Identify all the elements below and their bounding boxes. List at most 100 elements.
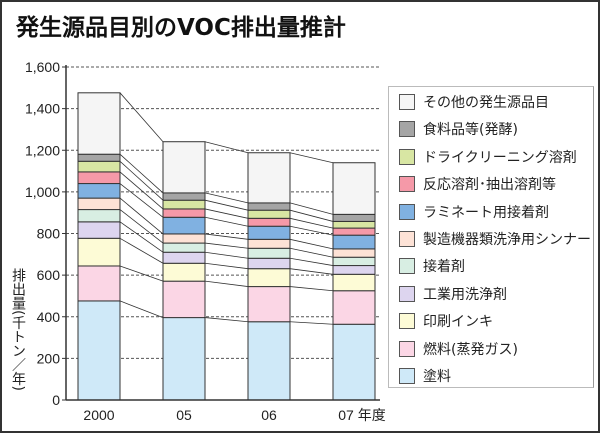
y-tick-label: 800	[37, 226, 61, 242]
connector-line	[289, 247, 334, 258]
bar-segment	[332, 227, 376, 236]
connector-line	[119, 197, 164, 235]
connector-line	[119, 237, 164, 264]
bar-segment	[162, 208, 206, 218]
bar-segment	[162, 317, 206, 401]
legend-label: ラミネート用接着剤	[423, 204, 549, 221]
bar-segment	[247, 152, 291, 204]
bar-segment	[332, 213, 376, 222]
bar-segment	[332, 273, 376, 292]
bar-segment	[247, 268, 291, 288]
legend-swatch	[399, 203, 415, 220]
legend-item: 燃料(蒸発ガス)	[399, 339, 518, 359]
bar-segment	[162, 251, 206, 264]
legend-label: 接着剤	[423, 259, 465, 276]
connector-line	[289, 268, 334, 275]
legend-item: ドライクリーニング溶剤	[399, 147, 577, 167]
bar-segment	[162, 262, 206, 282]
y-tick-label: 400	[37, 309, 61, 325]
connector-line	[204, 233, 249, 240]
connector-line	[204, 192, 249, 204]
connector-line	[204, 216, 249, 227]
connector-line	[204, 251, 249, 259]
y-tick-label: 1,400	[25, 101, 60, 117]
legend-item: 接着剤	[399, 256, 465, 276]
legend: その他の発生源品目 食料品等(発酵) ドライクリーニング溶剤 反応溶剤･抽出溶剤等 ラミ…	[388, 86, 594, 388]
bar-segment	[332, 290, 376, 325]
bar-segment	[77, 237, 121, 267]
connector-line	[119, 265, 164, 282]
legend-item: 製造機器類洗浄用シンナー	[399, 229, 591, 249]
bar-segment	[247, 247, 291, 259]
connector-line	[204, 280, 249, 287]
bar-segment	[332, 220, 376, 229]
legend-label: 印刷インキ	[423, 314, 493, 331]
bar-segment	[77, 153, 121, 162]
connector-line	[289, 152, 334, 164]
bar-segment	[77, 183, 121, 199]
legend-label: 反応溶剤･抽出溶剤等	[423, 177, 556, 194]
legend-label: 製造機器類洗浄用シンナー	[423, 232, 591, 248]
legend-swatch	[399, 285, 415, 302]
legend-label: 燃料(蒸発ガス)	[423, 341, 518, 358]
connector-line	[289, 238, 334, 250]
legend-swatch	[399, 368, 415, 384]
bar-segment	[332, 162, 376, 215]
connector-line	[204, 141, 249, 154]
bar-segment	[332, 256, 376, 267]
legend-swatch	[399, 340, 415, 357]
bar-segment	[247, 209, 291, 219]
y-tick-label: 0	[52, 392, 60, 408]
bar-segment	[77, 265, 121, 302]
connector-line	[204, 242, 249, 249]
y-tick-label: 1,000	[25, 184, 60, 200]
connector-line	[119, 153, 164, 194]
bar-segment	[332, 323, 376, 401]
connector-line	[119, 209, 164, 244]
connector-line	[119, 92, 164, 142]
connector-line	[119, 221, 164, 253]
legend-swatch	[399, 121, 415, 138]
legend-item: 印刷インキ	[399, 311, 493, 331]
connector-line	[289, 225, 334, 236]
bar-segment	[247, 217, 291, 227]
bar-segment	[77, 197, 121, 211]
y-tick-label: 200	[37, 350, 61, 366]
connector-line	[204, 262, 249, 270]
legend-label: ドライクリーニング溶剤	[423, 149, 577, 166]
connector-line	[119, 183, 164, 218]
connector-line	[119, 300, 164, 318]
bar-segment	[77, 221, 121, 239]
connector-line	[289, 202, 334, 215]
bar-segment	[162, 233, 206, 244]
bar-segment	[247, 238, 291, 249]
legend-swatch	[399, 148, 415, 165]
legend-label: 工業用洗浄剤	[423, 286, 507, 303]
legend-label: 塗料	[423, 369, 451, 385]
bar-segment	[77, 160, 121, 173]
bar-segment	[247, 286, 291, 323]
y-axis-label: 排出量(千トン／年)	[10, 268, 26, 391]
bar-segment	[162, 199, 206, 210]
bar-segment	[77, 209, 121, 223]
bar-segment	[332, 234, 376, 250]
chart-title: 発生源品目別のVOC排出量推計	[16, 15, 346, 41]
bar-segment	[162, 192, 206, 201]
legend-item: 反応溶剤･抽出溶剤等	[399, 174, 556, 194]
x-tick-label: 07 年度	[338, 407, 385, 423]
legend-item: 食料品等(発酵)	[399, 119, 518, 139]
bar-segment	[162, 141, 206, 194]
x-tick-label: 06	[261, 407, 277, 423]
bar-segment	[332, 265, 376, 275]
bar-segment	[247, 225, 291, 240]
legend-swatch	[399, 176, 415, 193]
y-tick-label: 1,600	[25, 59, 60, 75]
legend-item: 工業用洗浄剤	[399, 284, 507, 304]
bar-segment	[247, 257, 291, 270]
connector-line	[289, 209, 334, 222]
connector-line	[204, 317, 249, 323]
y-tick-label: 1,200	[25, 142, 60, 158]
connector-line	[204, 208, 249, 219]
connector-line	[289, 257, 334, 266]
y-tick-label: 600	[37, 267, 61, 283]
